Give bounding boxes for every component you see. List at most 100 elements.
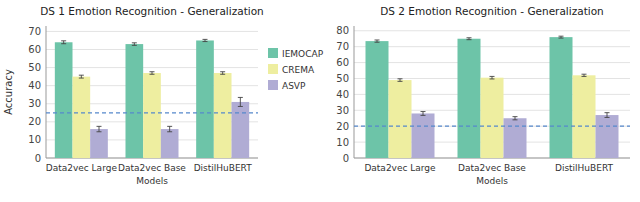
y-tick-label: 10 xyxy=(28,134,41,145)
error-bar xyxy=(167,126,172,131)
error-bar-cap xyxy=(203,39,208,40)
x-tick-label: Data2vec Base xyxy=(458,163,526,173)
error-bar-cap xyxy=(559,38,564,39)
error-bar xyxy=(61,41,66,44)
error-bar-cap xyxy=(97,131,102,132)
legend: IEMOCAP CREMA ASVP xyxy=(268,48,324,91)
x-tick-label: Data2vec Base xyxy=(118,163,186,173)
error-bar-cap xyxy=(132,42,137,43)
error-bar xyxy=(398,79,403,82)
legend-label: IEMOCAP xyxy=(282,49,324,59)
error-bar xyxy=(220,72,225,75)
y-axis-line xyxy=(46,26,47,158)
y-tick-label: 50 xyxy=(28,62,41,73)
bar xyxy=(73,77,91,158)
error-bar-cap xyxy=(132,45,137,46)
bar xyxy=(196,40,214,158)
y-tick-label: 70 xyxy=(336,41,349,52)
error-bar-cap xyxy=(375,42,380,43)
grid-line xyxy=(354,62,630,63)
y-tick-label: 20 xyxy=(336,121,349,132)
legend-label: CREMA xyxy=(282,65,315,75)
y-tick-label: 30 xyxy=(336,105,349,116)
grid-line xyxy=(354,30,630,31)
reference-line xyxy=(46,112,258,113)
y-axis-label: Accuracy xyxy=(3,69,14,115)
bar xyxy=(458,39,481,158)
error-bar-stem xyxy=(240,97,241,106)
error-bar-cap xyxy=(559,36,564,37)
error-bar xyxy=(582,74,587,76)
marks xyxy=(46,39,258,158)
panel: 010203040506070Data2vec LargeData2vec Ba… xyxy=(3,5,324,186)
grid-line xyxy=(354,46,630,47)
error-bar xyxy=(513,117,518,120)
error-bar xyxy=(605,113,610,118)
error-bar-cap xyxy=(605,112,610,113)
error-bar-cap xyxy=(513,119,518,120)
legend-swatch xyxy=(268,80,278,90)
bar xyxy=(90,129,108,158)
error-bar-cap xyxy=(61,40,66,41)
chart-canvas: 010203040506070Data2vec LargeData2vec Ba… xyxy=(0,0,640,202)
bar xyxy=(161,129,179,158)
error-bar-stem xyxy=(515,117,516,120)
y-tick-label: 40 xyxy=(336,89,349,100)
bar xyxy=(143,73,161,158)
x-tick-label: DistilHuBERT xyxy=(555,163,614,173)
error-bar-cap xyxy=(467,39,472,40)
error-bar-cap xyxy=(220,74,225,75)
y-tick-label: 60 xyxy=(336,57,349,68)
x-tick-label: Data2vec Large xyxy=(46,163,118,173)
bar xyxy=(573,75,596,158)
error-bar xyxy=(150,72,155,75)
y-tick-label: 0 xyxy=(343,153,349,164)
error-bar-cap xyxy=(398,78,403,79)
error-bar-cap xyxy=(582,74,587,75)
error-bar-cap xyxy=(167,131,172,132)
error-bar xyxy=(97,126,102,131)
panel: 01020304050607080Data2vec LargeData2vec … xyxy=(336,5,630,186)
error-bar-stem xyxy=(169,126,170,131)
grid-line xyxy=(46,67,258,68)
bar xyxy=(232,102,250,158)
x-axis-label: Models xyxy=(476,176,508,186)
x-tick-label: Data2vec Large xyxy=(364,163,436,173)
error-bar-cap xyxy=(490,78,495,79)
y-tick-label: 40 xyxy=(28,80,41,91)
error-bar-cap xyxy=(421,115,426,116)
bar xyxy=(596,115,619,158)
x-tick-label: DistilHuBERT xyxy=(194,163,253,173)
bar xyxy=(214,73,232,158)
error-bar xyxy=(132,43,137,46)
error-bar-cap xyxy=(238,97,243,98)
error-bar-cap xyxy=(398,81,403,82)
error-bar-cap xyxy=(61,43,66,44)
error-bar xyxy=(238,97,243,106)
error-bar xyxy=(467,38,472,40)
error-bar xyxy=(375,40,380,42)
grid-line xyxy=(46,31,258,32)
error-bar xyxy=(203,39,208,41)
title: DS 1 Emotion Recognition - Generalizatio… xyxy=(40,5,264,17)
legend-label: ASVP xyxy=(282,81,306,91)
error-bar-cap xyxy=(150,74,155,75)
error-bar-cap xyxy=(79,75,84,76)
y-axis-line xyxy=(354,26,355,158)
error-bar-cap xyxy=(490,76,495,77)
error-bar-cap xyxy=(467,37,472,38)
y-tick-label: 70 xyxy=(28,26,41,37)
y-tick-label: 60 xyxy=(28,44,41,55)
error-bar xyxy=(490,76,495,79)
error-bar-cap xyxy=(582,76,587,77)
marks xyxy=(354,36,630,158)
bar xyxy=(366,41,389,158)
error-bar-cap xyxy=(203,41,208,42)
error-bar-cap xyxy=(79,78,84,79)
error-bar-cap xyxy=(375,39,380,40)
error-bar-cap xyxy=(605,117,610,118)
error-bar-cap xyxy=(238,106,243,107)
error-bar xyxy=(421,112,426,116)
bar xyxy=(550,37,573,158)
bar xyxy=(412,113,435,158)
